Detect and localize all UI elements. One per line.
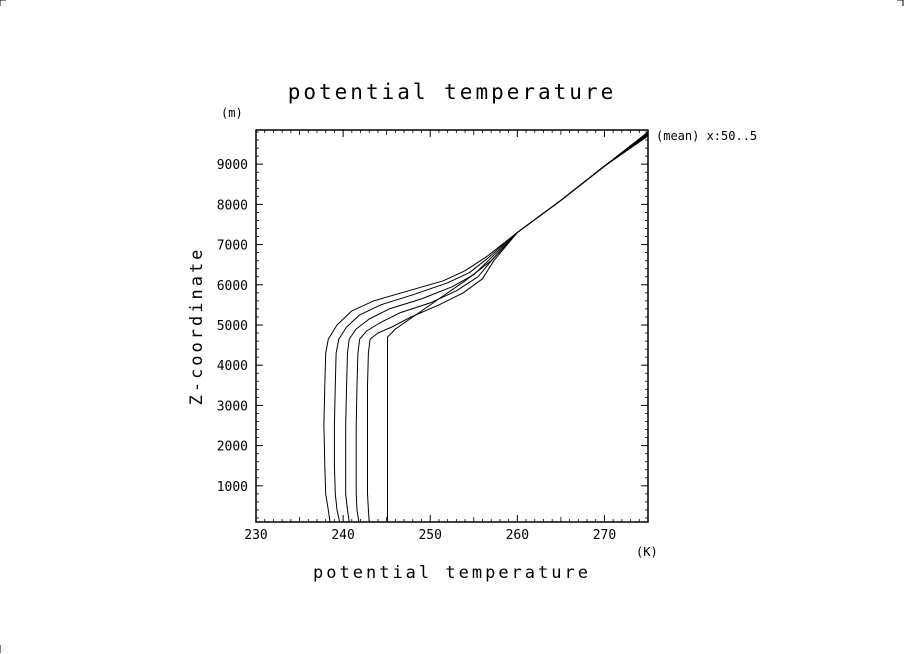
y-tick-label: 8000 xyxy=(217,198,248,213)
y-tick-label: 4000 xyxy=(217,359,248,374)
x-tick-label: 240 xyxy=(331,528,354,543)
mean-annotation: (mean) x:50..5 xyxy=(656,129,757,143)
plot-frame xyxy=(255,129,649,523)
y-tick-label: 9000 xyxy=(217,158,248,173)
y-tick-label: 7000 xyxy=(217,239,248,254)
series-line-2 xyxy=(333,132,649,523)
x-unit-label: (K) xyxy=(636,545,658,559)
chart-title: potential temperature xyxy=(288,80,617,104)
y-axis-title: Z-coordinate xyxy=(187,247,207,406)
y-tick-label: 6000 xyxy=(217,279,248,294)
crop-mark-top-left xyxy=(0,0,6,6)
crop-mark-top-right xyxy=(897,0,904,6)
y-tick-label: 3000 xyxy=(217,399,248,414)
y-tick-label: 5000 xyxy=(217,319,248,334)
series-line-5 xyxy=(367,134,649,523)
series-line-6 xyxy=(387,135,649,522)
y-unit-label: (m) xyxy=(221,106,243,120)
x-axis-title: potential temperature xyxy=(313,563,591,583)
y-tick-label: 2000 xyxy=(217,440,248,455)
x-tick-label: 270 xyxy=(593,528,616,543)
y-tick-label: 1000 xyxy=(217,480,248,495)
x-tick-label: 250 xyxy=(418,528,441,543)
x-tick-label: 260 xyxy=(506,528,529,543)
x-tick-label: 230 xyxy=(244,528,267,543)
series-line-4 xyxy=(355,133,649,523)
